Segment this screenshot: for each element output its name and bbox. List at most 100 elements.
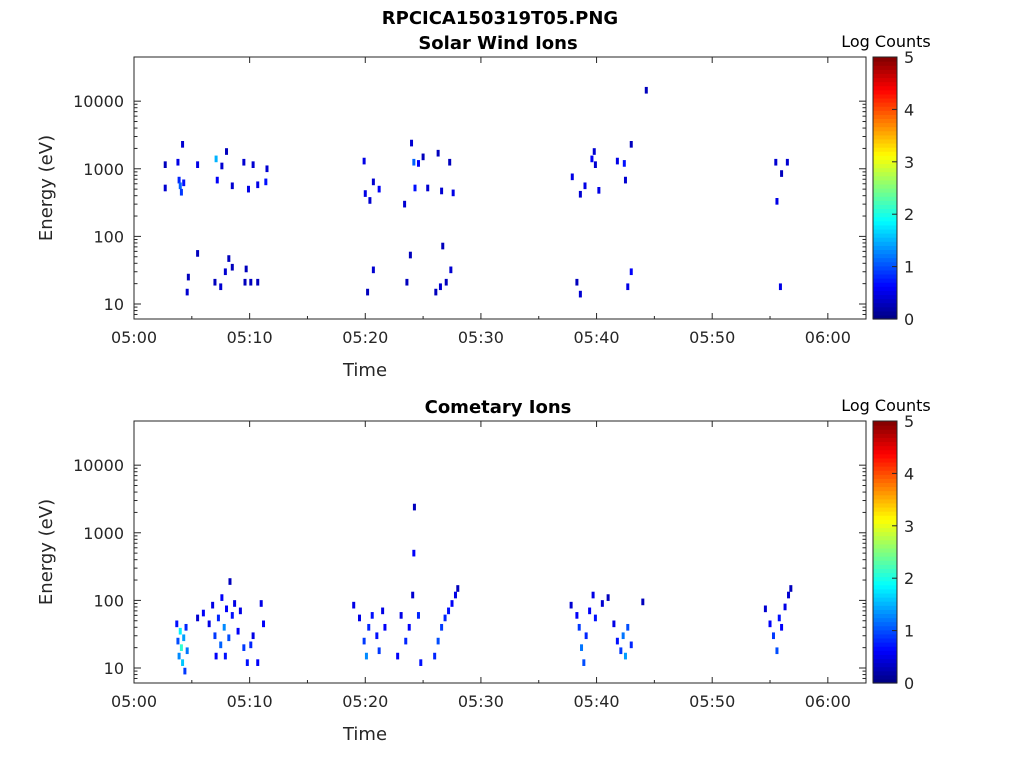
data-cell [352,601,356,609]
colorbar-segment [873,498,897,504]
data-cell [181,140,185,148]
y-tick-label: 1000 [83,160,124,179]
data-cell [249,641,253,649]
x-tick-label: 05:20 [342,692,388,711]
colorbar-frame [872,56,898,320]
data-cell [242,644,246,651]
colorbar-segment [873,560,897,565]
data-cell [403,200,407,208]
data-cell [615,157,619,165]
data-cell [182,179,186,187]
data-cell [451,189,455,197]
colorbar-segment [873,85,897,91]
y-tick-label: 1000 [83,524,124,543]
colorbar-segment [873,457,897,463]
colorbar-tick-label: 0 [904,310,914,329]
colorbar-tick-label: 2 [904,569,914,588]
x-tick-label: 05:20 [342,328,388,347]
data-cell [184,623,188,631]
data-cell [251,632,255,640]
data-cell [768,620,772,628]
data-cell [216,614,220,622]
colorbar-segment [873,535,897,541]
data-cell [785,158,789,166]
colorbar-segment [873,212,897,218]
colorbar-segment [873,490,897,496]
x-tick-label: 05:10 [227,328,273,347]
colorbar-tick-label: 3 [904,517,914,536]
y-tick-label: 10000 [73,456,124,475]
colorbar-segment [873,306,897,312]
colorbar-segment [873,93,897,99]
y-tick-label: 10000 [73,92,124,111]
data-cell [230,263,234,271]
colorbar-segment [873,265,897,271]
colorbar-segment [873,89,897,95]
data-cell [763,605,767,613]
colorbar-segment [873,617,897,623]
data-cell [600,600,604,607]
colorbar-segment [873,220,897,226]
data-cell [256,181,260,189]
panel-title: Cometary Ions [425,397,572,418]
data-cell [597,187,601,194]
data-cell [368,197,372,204]
data-cell [238,607,242,615]
data-cell [245,659,249,666]
data-cell [780,170,784,177]
colorbar-segment [873,539,897,545]
colorbar-segment [873,81,897,87]
colorbar-segment [873,429,897,434]
data-cell [582,659,586,666]
colorbar-segment [873,421,897,426]
data-cell [629,268,633,276]
data-cell [196,614,200,622]
data-cell [163,184,167,192]
colorbar-segment [873,130,897,136]
x-tick-label: 06:00 [805,328,851,347]
data-cell [440,623,444,631]
colorbar-tick-label: 2 [904,205,914,224]
colorbar-segment [873,237,897,242]
colorbar-segment [873,114,897,120]
colorbar-segment [873,286,897,291]
x-axis-label: Time [342,360,387,381]
data-cell [622,160,626,167]
x-tick-label: 05:00 [111,328,157,347]
colorbar-segment [873,196,897,201]
colorbar-segment [873,290,897,296]
data-cell [413,184,417,192]
data-cell [443,614,447,622]
colorbar-segment [873,478,897,484]
data-cell [570,173,574,181]
data-cell [449,266,453,274]
data-cell [371,266,375,274]
data-cell [259,600,263,607]
data-cell [370,612,374,619]
data-cell [363,190,367,197]
colorbar-segment [873,200,897,205]
colorbar-segment [873,506,897,512]
colorbar-segment [873,73,897,79]
colorbar-label: Log Counts [841,32,931,51]
data-cell [588,607,592,615]
data-cell [242,158,246,166]
data-cell [421,153,425,161]
data-cell [577,623,581,631]
data-cell [186,273,190,281]
data-cell [256,278,260,286]
data-cell [251,161,255,169]
colorbar-tick-label: 1 [904,258,914,277]
x-tick-label: 05:30 [458,328,504,347]
colorbar-segment [873,425,897,430]
data-cell [399,612,403,619]
data-cell [416,612,420,619]
data-cell [176,637,180,645]
data-cell [185,288,189,296]
colorbar-segment [873,183,897,189]
data-cell [214,155,218,163]
colorbar-segment [873,633,897,639]
colorbar-segment [873,576,897,582]
heatmap-cells [175,503,793,675]
